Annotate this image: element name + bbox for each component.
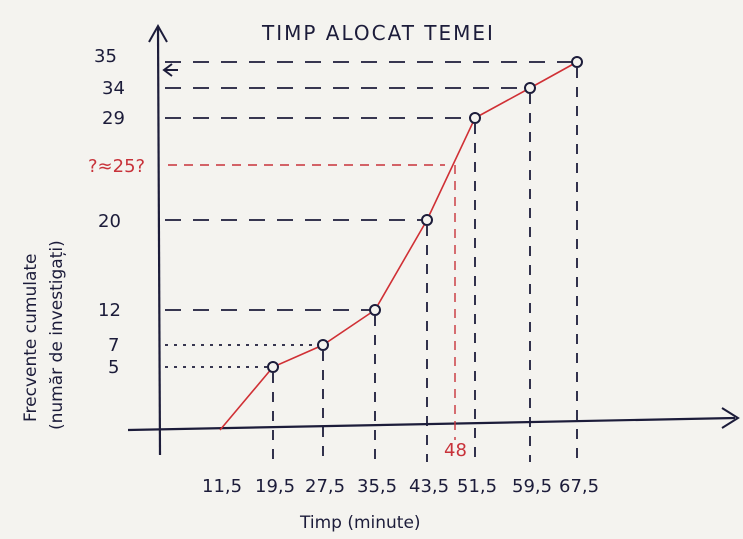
point-12 bbox=[369, 304, 381, 316]
annotation-y-label: ?≈25? bbox=[88, 156, 145, 177]
x-tick-43,5: 43,5 bbox=[409, 476, 449, 497]
y-axis-line bbox=[156, 27, 162, 456]
cumulative-curve bbox=[219, 61, 578, 431]
y-tick-labels: 57 12 20 29 34 35 bbox=[94, 46, 125, 378]
x-tick-35,5: 35,5 bbox=[357, 476, 397, 497]
x-axis-label: Timp (minute) bbox=[299, 513, 421, 533]
point-35 bbox=[571, 56, 583, 68]
y-axis-label: Frecvente cumulate bbox=[21, 253, 41, 422]
point-20 bbox=[421, 214, 433, 226]
guide-arrowhead-35 bbox=[162, 63, 173, 77]
y-tick-7: 7 bbox=[108, 335, 119, 356]
y-tick-5: 5 bbox=[108, 357, 119, 378]
annotation-x-label: 48 bbox=[444, 440, 467, 461]
guide-lines bbox=[162, 61, 578, 462]
x-tick-51,5: 51,5 bbox=[457, 476, 497, 497]
x-tick-19,5: 19,5 bbox=[255, 476, 295, 497]
x-tick-labels: 11,5 19,5 27,5 35,5 43,5 51,5 59,5 67,5 bbox=[202, 476, 599, 497]
point-7 bbox=[317, 339, 329, 351]
point-34 bbox=[524, 82, 536, 94]
chart-title: TIMP ALOCAT TEMEI bbox=[261, 21, 495, 45]
data-points bbox=[267, 56, 583, 373]
y-tick-29: 29 bbox=[102, 108, 125, 129]
x-axis-line bbox=[127, 416, 736, 432]
x-tick-67,5: 67,5 bbox=[559, 476, 599, 497]
annotation: ?≈25? 48 bbox=[88, 156, 467, 461]
y-tick-34: 34 bbox=[102, 78, 125, 99]
y-axis-sublabel: (număr de investigați) bbox=[47, 240, 67, 430]
x-tick-27,5: 27,5 bbox=[305, 476, 345, 497]
ogive-line bbox=[219, 61, 578, 431]
y-tick-20: 20 bbox=[98, 211, 121, 232]
axes bbox=[127, 23, 740, 456]
x-tick-59,5: 59,5 bbox=[512, 476, 552, 497]
y-axis-label-group: Frecvente cumulate (număr de investigați… bbox=[21, 240, 67, 430]
y-tick-35: 35 bbox=[94, 46, 117, 67]
y-axis-arrow bbox=[148, 23, 168, 43]
point-5 bbox=[267, 361, 279, 373]
point-29 bbox=[469, 112, 481, 124]
x-axis-arrow bbox=[721, 407, 740, 429]
x-tick-11,5: 11,5 bbox=[202, 476, 242, 497]
y-tick-12: 12 bbox=[98, 300, 121, 321]
